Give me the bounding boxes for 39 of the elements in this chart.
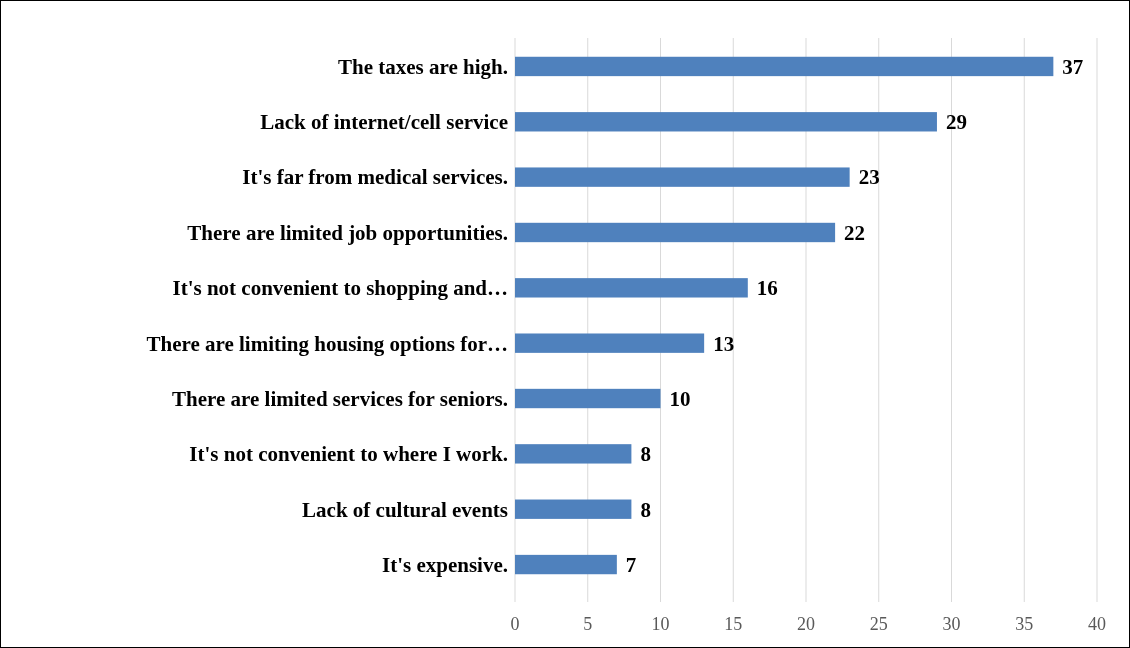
- bar: [515, 167, 850, 187]
- y-tick-label: It's far from medical services.: [242, 165, 508, 190]
- data-label: 29: [945, 110, 967, 135]
- data-label: 23: [858, 165, 880, 190]
- data-label: 7: [625, 552, 637, 577]
- y-tick-label: Lack of internet/cell service: [260, 110, 508, 135]
- x-tick-label: 15: [724, 614, 743, 635]
- data-label: 8: [640, 442, 651, 467]
- data-label: 22: [844, 220, 866, 245]
- bar: [515, 56, 1054, 77]
- x-tick-label: 35: [1015, 614, 1034, 635]
- x-tick-label: 20: [797, 614, 815, 635]
- x-tick-label: 25: [869, 614, 888, 635]
- y-tick-label: There are limited job opportunities.: [187, 220, 508, 245]
- bar: [515, 499, 632, 519]
- x-tick-label: 40: [1088, 614, 1106, 635]
- data-label: 16: [756, 276, 778, 301]
- y-tick-label: It's not convenient to shopping and…: [172, 276, 508, 301]
- data-label: 10: [669, 386, 691, 411]
- y-tick-label: It's expensive.: [382, 552, 508, 577]
- bar: [515, 388, 661, 409]
- bar: [515, 112, 937, 132]
- y-tick-label: Lack of cultural events: [302, 497, 508, 522]
- bar: [515, 444, 632, 464]
- data-label: 37: [1062, 54, 1084, 79]
- bar: [515, 278, 748, 298]
- x-tick-label: 0: [510, 614, 520, 635]
- y-tick-label: The taxes are high.: [338, 54, 508, 79]
- x-tick-label: 10: [651, 614, 670, 635]
- y-tick-label: There are limited services for seniors.: [172, 386, 508, 411]
- bar: [515, 333, 705, 353]
- x-tick-label: 30: [942, 614, 961, 635]
- y-tick-label: There are limiting housing options for…: [146, 331, 508, 356]
- x-tick-label: 5: [583, 614, 593, 635]
- data-label: 13: [713, 331, 735, 356]
- bar: [515, 554, 617, 575]
- bar: [515, 222, 836, 243]
- data-label: 8: [640, 497, 651, 522]
- y-tick-label: It's not convenient to where I work.: [189, 442, 508, 467]
